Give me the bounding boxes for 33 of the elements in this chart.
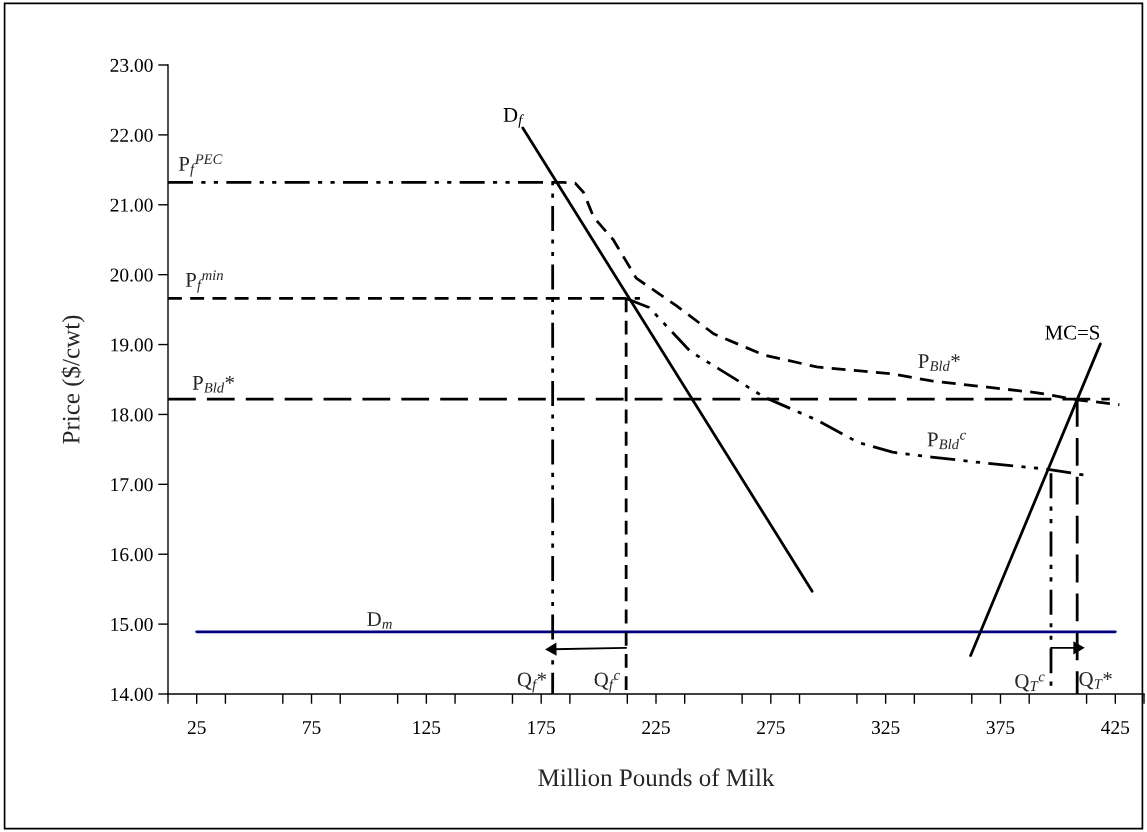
y-tick-label: 20.00 bbox=[110, 268, 153, 282]
y-tick-label: 23.00 bbox=[110, 58, 153, 73]
x-tick-label: 325 bbox=[871, 721, 900, 735]
annotation: P$_{Bld}$$^{c}$ bbox=[927, 432, 966, 450]
x-tick-label: 175 bbox=[528, 721, 555, 735]
y-tick-label: 17.00 bbox=[111, 478, 153, 492]
annotation: P$_{Bld}$* bbox=[918, 354, 960, 371]
annotation: Q$_{f}$$^{c}$ bbox=[594, 672, 620, 693]
x-tick-label: 375 bbox=[986, 721, 1015, 735]
annotation: D$_{m}$ bbox=[367, 612, 392, 629]
x-tick-label: 225 bbox=[642, 721, 670, 735]
annotation: P$_{Bld}$* bbox=[192, 376, 235, 393]
x-tick-label: 275 bbox=[757, 721, 785, 735]
y-axis-title: Price ($/cwt) bbox=[61, 315, 85, 444]
y-tick-label: 19.00 bbox=[111, 338, 153, 352]
annotation: P$_{f}$$^{PEC}$ bbox=[178, 154, 223, 177]
y-tick-label: 14.00 bbox=[111, 687, 153, 702]
annotation: Q$_{f}$* bbox=[517, 672, 547, 693]
x-tick-label: 25 bbox=[187, 721, 206, 735]
x-tick-label: 125 bbox=[413, 721, 441, 735]
y-tick-label: 21.00 bbox=[110, 198, 153, 212]
y-tick-label: 16.00 bbox=[111, 548, 153, 562]
series-label: MC=S bbox=[1045, 325, 1100, 340]
series-label: D$_{f}$ bbox=[503, 108, 524, 128]
annotation: Q$_{T}$* bbox=[1079, 672, 1112, 690]
x-tick-label: 425 bbox=[1101, 721, 1130, 735]
y-tick-label: 18.00 bbox=[111, 408, 153, 422]
x-tick-label: 75 bbox=[303, 721, 321, 735]
y-tick-label: 15.00 bbox=[111, 617, 153, 632]
annotation: Q$_{T}$$^{c}$ bbox=[1015, 674, 1045, 692]
x-axis-title: Million Pounds of Milk bbox=[538, 768, 775, 787]
y-tick-label: 22.00 bbox=[110, 128, 153, 142]
annotation: P$_{f}$$^{min}$ bbox=[185, 270, 223, 293]
